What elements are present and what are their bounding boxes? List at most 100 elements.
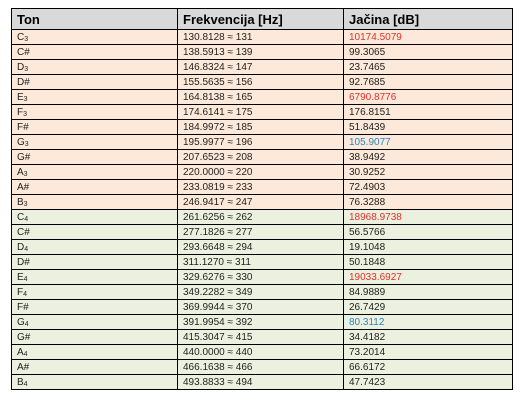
tone-name: F bbox=[17, 106, 24, 118]
frequency-cell: 155.5635 ≈ 156 bbox=[177, 74, 344, 90]
frequency-cell: 164.8138 ≈ 165 bbox=[177, 89, 344, 105]
tone-octave: 4 bbox=[24, 215, 29, 223]
tone-cell: D3 bbox=[11, 59, 178, 75]
table-row: A4 440.0000 ≈ 440 73.2014 bbox=[11, 344, 513, 360]
tone-cell: E3 bbox=[11, 89, 178, 105]
tone-name: B bbox=[17, 376, 24, 388]
tone-cell: C3 bbox=[11, 29, 178, 45]
tone-octave: 3 bbox=[24, 140, 29, 148]
tone-cell: F# bbox=[11, 119, 178, 135]
tone-name: D bbox=[17, 61, 25, 73]
tone-name: C bbox=[17, 211, 25, 223]
tone-cell: A3 bbox=[11, 164, 178, 180]
intensity-cell: 105.9077 bbox=[343, 134, 513, 150]
tone-name: G bbox=[17, 316, 25, 328]
table-row: G# 207.6523 ≈ 208 38.9492 bbox=[11, 149, 513, 165]
table-row: G4 391.9954 ≈ 392 80.3112 bbox=[11, 314, 513, 330]
intensity-cell: 84.9889 bbox=[343, 284, 513, 300]
tone-cell: G# bbox=[11, 149, 178, 165]
tone-name: G# bbox=[17, 151, 31, 163]
frequency-cell: 138.5913 ≈ 139 bbox=[177, 44, 344, 60]
intensity-cell: 30.9252 bbox=[343, 164, 513, 180]
table-row: A# 233.0819 ≈ 233 72.4903 bbox=[11, 179, 513, 195]
table-row: D4 293.6648 ≈ 294 19.1048 bbox=[11, 239, 513, 255]
intensity-cell: 26.7429 bbox=[343, 299, 513, 315]
table-header-row: Ton Frekvencija [Hz] Jačina [dB] bbox=[11, 8, 513, 30]
frequency-cell: 184.9972 ≈ 185 bbox=[177, 119, 344, 135]
tone-cell: G3 bbox=[11, 134, 178, 150]
tone-octave: 3 bbox=[23, 110, 28, 118]
frequency-cell: 220.0000 ≈ 220 bbox=[177, 164, 344, 180]
table-row: C3 130.8128 ≈ 131 10174.5079 bbox=[11, 29, 513, 45]
frequency-cell: 329.6276 ≈ 330 bbox=[177, 269, 344, 285]
table-row: C4 261.6256 ≈ 262 18968.9738 bbox=[11, 209, 513, 225]
intensity-cell: 176.8151 bbox=[343, 104, 513, 120]
tone-cell: D4 bbox=[11, 239, 178, 255]
tone-cell: C4 bbox=[11, 209, 178, 225]
table-row: B3 246.9417 ≈ 247 76.3288 bbox=[11, 194, 513, 210]
intensity-cell: 10174.5079 bbox=[343, 29, 513, 45]
frequency-cell: 415.3047 ≈ 415 bbox=[177, 329, 344, 345]
intensity-cell: 72.4903 bbox=[343, 179, 513, 195]
frequency-cell: 233.0819 ≈ 233 bbox=[177, 179, 344, 195]
tone-octave: 4 bbox=[24, 245, 29, 253]
intensity-cell: 76.3288 bbox=[343, 194, 513, 210]
tone-octave: 3 bbox=[23, 170, 28, 178]
tone-octave: 4 bbox=[23, 350, 28, 358]
tone-name: F# bbox=[17, 301, 29, 313]
intensity-cell: 56.5766 bbox=[343, 224, 513, 240]
tone-name: A# bbox=[17, 181, 30, 193]
tone-cell: B4 bbox=[11, 374, 178, 390]
table-row: A3 220.0000 ≈ 220 30.9252 bbox=[11, 164, 513, 180]
tone-cell: E4 bbox=[11, 269, 178, 285]
intensity-cell: 80.3112 bbox=[343, 314, 513, 330]
intensity-cell: 34.4182 bbox=[343, 329, 513, 345]
intensity-cell: 51.8439 bbox=[343, 119, 513, 135]
frequency-cell: 207.6523 ≈ 208 bbox=[177, 149, 344, 165]
tone-name: C# bbox=[17, 226, 30, 238]
tone-name: C# bbox=[17, 46, 30, 58]
frequency-cell: 369.9944 ≈ 370 bbox=[177, 299, 344, 315]
tone-name: D bbox=[17, 241, 25, 253]
tone-name: E bbox=[17, 91, 24, 103]
frequency-cell: 195.9977 ≈ 196 bbox=[177, 134, 344, 150]
frequency-cell: 246.9417 ≈ 247 bbox=[177, 194, 344, 210]
frequency-cell: 440.0000 ≈ 440 bbox=[177, 344, 344, 360]
table-row: G3 195.9977 ≈ 196 105.9077 bbox=[11, 134, 513, 150]
intensity-cell: 92.7685 bbox=[343, 74, 513, 90]
tone-octave: 3 bbox=[24, 65, 29, 73]
intensity-cell: 19.1048 bbox=[343, 239, 513, 255]
frequency-cell: 391.9954 ≈ 392 bbox=[177, 314, 344, 330]
table-row: F# 184.9972 ≈ 185 51.8439 bbox=[11, 119, 513, 135]
table-row: C# 138.5913 ≈ 139 99.3065 bbox=[11, 44, 513, 60]
tone-name: B bbox=[17, 196, 24, 208]
tone-name: D# bbox=[17, 76, 30, 88]
intensity-cell: 73.2014 bbox=[343, 344, 513, 360]
column-header-ton: Ton bbox=[11, 8, 178, 30]
column-header-jacina: Jačina [dB] bbox=[343, 8, 513, 30]
tone-name: G bbox=[17, 136, 25, 148]
intensity-cell: 18968.9738 bbox=[343, 209, 513, 225]
tone-octave: 4 bbox=[23, 275, 28, 283]
tone-cell: F# bbox=[11, 299, 178, 315]
frequency-cell: 277.1826 ≈ 277 bbox=[177, 224, 344, 240]
frequency-cell: 349.2282 ≈ 349 bbox=[177, 284, 344, 300]
tone-cell: G4 bbox=[11, 314, 178, 330]
tone-octave: 3 bbox=[23, 200, 28, 208]
tone-name: C bbox=[17, 31, 25, 43]
table-row: F# 369.9944 ≈ 370 26.7429 bbox=[11, 299, 513, 315]
tone-cell: D# bbox=[11, 74, 178, 90]
table-row: A# 466.1638 ≈ 466 66.6172 bbox=[11, 359, 513, 375]
tone-cell: F4 bbox=[11, 284, 178, 300]
frequency-cell: 311.1270 ≈ 311 bbox=[177, 254, 344, 270]
tone-name: D# bbox=[17, 256, 30, 268]
table-row: C# 277.1826 ≈ 277 56.5766 bbox=[11, 224, 513, 240]
column-header-frekvencija: Frekvencija [Hz] bbox=[177, 8, 344, 30]
table-row: D# 155.5635 ≈ 156 92.7685 bbox=[11, 74, 513, 90]
frequency-cell: 130.8128 ≈ 131 bbox=[177, 29, 344, 45]
intensity-cell: 6790.8776 bbox=[343, 89, 513, 105]
tone-cell: A4 bbox=[11, 344, 178, 360]
tone-name: E bbox=[17, 271, 24, 283]
tone-name: G# bbox=[17, 331, 31, 343]
frequency-cell: 466.1638 ≈ 466 bbox=[177, 359, 344, 375]
